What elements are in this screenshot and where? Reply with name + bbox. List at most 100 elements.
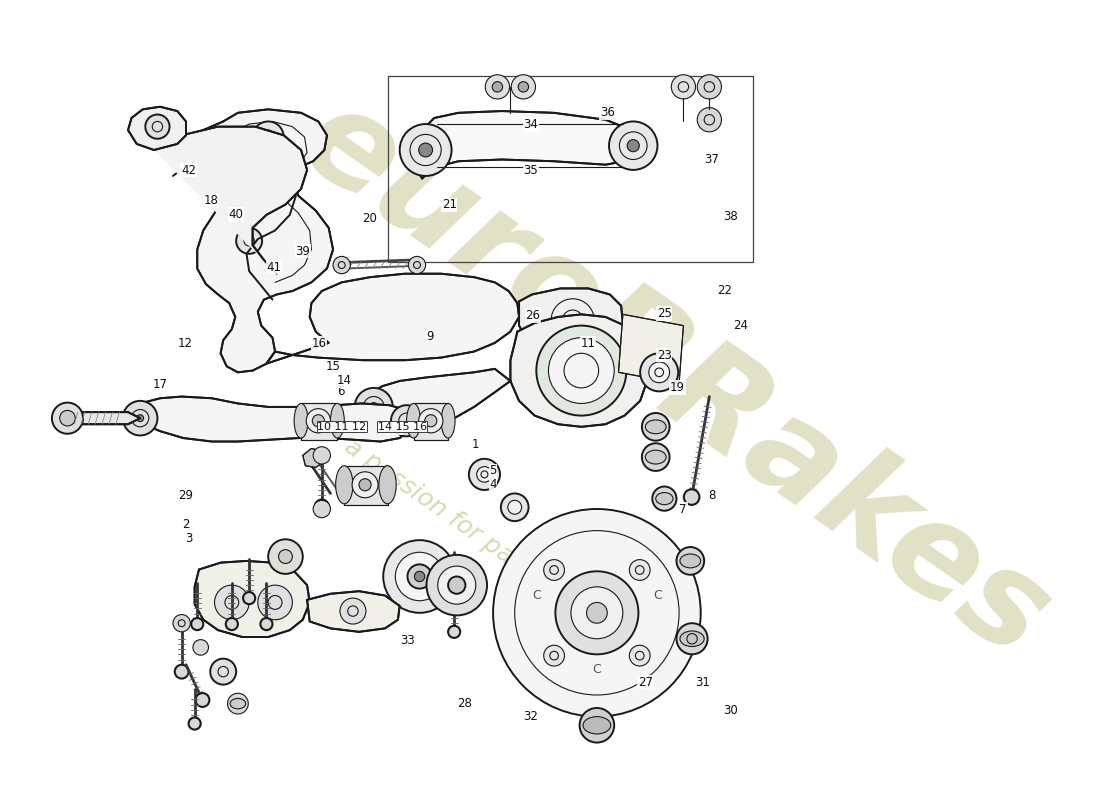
Text: 3: 3	[185, 532, 192, 545]
Polygon shape	[307, 591, 399, 632]
Text: 26: 26	[526, 309, 540, 322]
Circle shape	[383, 540, 455, 613]
Text: C: C	[532, 589, 541, 602]
Circle shape	[175, 665, 188, 678]
Circle shape	[123, 401, 157, 435]
Polygon shape	[362, 369, 510, 433]
Text: 8: 8	[708, 489, 715, 502]
Text: 24: 24	[733, 318, 748, 332]
Text: 5: 5	[490, 464, 496, 477]
Polygon shape	[302, 449, 324, 467]
Circle shape	[236, 228, 262, 254]
Circle shape	[652, 486, 676, 510]
Text: 7: 7	[680, 503, 688, 516]
Circle shape	[469, 459, 500, 490]
Circle shape	[556, 571, 638, 654]
Circle shape	[500, 494, 529, 521]
Text: 37: 37	[704, 153, 719, 166]
Circle shape	[52, 402, 82, 434]
Circle shape	[408, 257, 426, 274]
Circle shape	[571, 587, 623, 638]
Circle shape	[352, 472, 378, 498]
Text: 19: 19	[670, 381, 685, 394]
Circle shape	[136, 414, 144, 422]
Ellipse shape	[378, 466, 396, 504]
Circle shape	[306, 409, 330, 433]
Circle shape	[609, 122, 658, 170]
Circle shape	[508, 500, 521, 514]
Text: 29: 29	[178, 489, 194, 502]
Text: 39: 39	[295, 245, 310, 258]
Text: 38: 38	[724, 210, 738, 223]
Circle shape	[697, 108, 722, 132]
Text: 10 11 12: 10 11 12	[317, 422, 366, 432]
Text: 21: 21	[441, 198, 456, 211]
Circle shape	[173, 614, 190, 632]
Text: 28: 28	[456, 697, 472, 710]
Circle shape	[476, 466, 492, 482]
Circle shape	[314, 446, 330, 464]
Polygon shape	[301, 403, 338, 440]
Polygon shape	[128, 397, 414, 442]
Ellipse shape	[680, 554, 701, 568]
Text: 35: 35	[524, 164, 538, 177]
Circle shape	[492, 82, 503, 92]
Text: 14: 14	[337, 374, 352, 387]
Circle shape	[399, 124, 452, 176]
Text: 23: 23	[657, 349, 672, 362]
Text: 22: 22	[717, 284, 733, 297]
Ellipse shape	[680, 631, 704, 646]
Text: 11: 11	[581, 337, 595, 350]
Text: 32: 32	[524, 710, 538, 723]
Circle shape	[395, 552, 443, 601]
Circle shape	[188, 718, 200, 730]
Ellipse shape	[230, 698, 245, 709]
Text: 34: 34	[524, 118, 538, 131]
Text: 1: 1	[472, 438, 480, 451]
Circle shape	[629, 560, 650, 580]
Text: 9: 9	[427, 330, 433, 343]
Circle shape	[257, 585, 293, 620]
Circle shape	[543, 646, 564, 666]
Polygon shape	[417, 111, 642, 178]
Circle shape	[253, 122, 284, 153]
Circle shape	[278, 550, 293, 563]
Circle shape	[676, 547, 704, 574]
Ellipse shape	[336, 466, 353, 504]
Circle shape	[145, 114, 169, 138]
Text: 16: 16	[311, 337, 327, 350]
Ellipse shape	[407, 403, 420, 438]
Text: 15: 15	[326, 360, 341, 374]
Text: 30: 30	[724, 703, 738, 717]
Text: 36: 36	[600, 106, 615, 119]
Circle shape	[586, 602, 607, 623]
Text: 20: 20	[362, 212, 376, 225]
Text: C: C	[653, 589, 662, 602]
Circle shape	[359, 478, 371, 491]
Circle shape	[427, 555, 487, 615]
Circle shape	[684, 490, 700, 505]
Circle shape	[390, 405, 422, 436]
Text: 31: 31	[695, 676, 710, 689]
Circle shape	[549, 338, 614, 403]
Circle shape	[226, 618, 238, 630]
Ellipse shape	[646, 420, 667, 434]
Text: 4: 4	[490, 478, 497, 491]
Circle shape	[580, 708, 614, 742]
Circle shape	[649, 362, 670, 382]
Text: 40: 40	[229, 208, 243, 221]
Circle shape	[671, 74, 695, 99]
Circle shape	[214, 585, 249, 620]
Circle shape	[370, 402, 378, 411]
Polygon shape	[414, 403, 448, 440]
Ellipse shape	[656, 493, 673, 505]
Circle shape	[676, 623, 707, 654]
Circle shape	[314, 500, 330, 518]
Polygon shape	[195, 561, 310, 637]
Circle shape	[629, 646, 650, 666]
Circle shape	[210, 658, 236, 685]
Text: 25: 25	[657, 307, 672, 320]
Text: 18: 18	[204, 194, 219, 207]
Polygon shape	[69, 412, 140, 424]
Circle shape	[543, 560, 564, 580]
